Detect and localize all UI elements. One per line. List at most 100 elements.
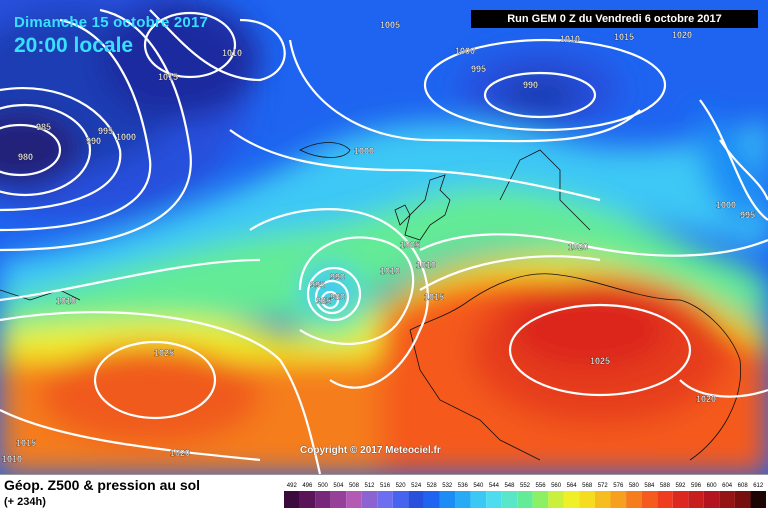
scale-tick-label: 568 [582,483,593,489]
isobar-label: 980 [330,292,345,302]
scale-swatch [641,491,658,508]
scale-swatch [439,491,456,508]
isobar-label: 1015 [158,72,178,82]
isobar-label: 1010 [2,454,22,464]
scale-tick-label: 544 [489,483,500,489]
isobar-label: 1020 [672,30,692,40]
map-title: Géop. Z500 & pression au sol [4,477,201,493]
coastlines [0,142,742,461]
forecast-date: Dimanche 15 octobre 2017 [14,14,209,31]
isobar-label: 1000 [116,132,136,142]
scale-swatch [579,491,595,508]
scale-swatch [750,491,766,508]
isobar-label: 1005 [400,240,420,250]
scale-tick-label: 552 [520,483,531,489]
scale-tick-label: 604 [722,483,733,489]
isobar-label: 985 [36,122,51,132]
scale-tick-label: 500 [318,483,329,489]
model-run-info: Run GEM 0 Z du Vendredi 6 octobre 2017 [471,10,758,28]
scale-swatch [455,491,471,508]
isobar-label: 1005 [380,20,400,30]
isobar-label: 1020 [568,242,588,252]
scale-tick-label: 592 [675,483,686,489]
scale-tick-label: 492 [287,483,298,489]
scale-tick-label: 508 [349,483,360,489]
scale-swatch [626,491,642,508]
scale-swatch [532,491,549,508]
isobar-label: 1010 [560,34,580,44]
isobar-label: 1025 [154,348,174,358]
scale-tick-label: 612 [753,483,764,489]
scale-swatch [734,491,751,508]
scale-tick-label: 496 [302,483,313,489]
scale-swatch [517,491,533,508]
scale-tick-label: 572 [598,483,609,489]
scale-tick-label: 536 [458,483,469,489]
scale-swatch [563,491,580,508]
isobar-label: 1020 [170,448,190,458]
isobar-label: 995 [740,210,755,220]
scale-tick-label: 576 [613,483,624,489]
isobar-label: 1025 [590,356,610,366]
isobar-label: 1010 [56,296,76,306]
isobar-label: 985 [316,296,331,306]
scale-tick-label: 560 [551,483,562,489]
scale-tick-label: 564 [567,483,578,489]
isobar-label: 990 [330,272,345,282]
scale-swatch [299,491,316,508]
scale-swatch [408,491,424,508]
copyright-notice: Copyright © 2017 Meteociel.fr [300,445,441,456]
scale-tick-label: 528 [427,483,438,489]
scale-swatch [688,491,704,508]
scale-swatch [719,491,735,508]
scale-tick-label: 600 [707,483,718,489]
scale-tick-label: 504 [333,483,344,489]
scale-swatch [594,491,611,508]
scale-tick-label: 512 [365,483,376,489]
scale-swatch [330,491,347,508]
scale-swatch [672,491,689,508]
scale-tick-label: 524 [411,483,422,489]
isobar-label: 1000 [455,46,475,56]
forecast-time: 20:00 locale [14,34,134,57]
isobar-label: 1015 [16,438,36,448]
scale-swatch [392,491,409,508]
scale-tick-label: 584 [644,483,655,489]
isobar-label: 1010 [380,266,400,276]
scale-swatch [346,491,362,508]
scale-swatch [470,491,487,508]
isobar-label: 990 [523,80,538,90]
scale-tick-label: 520 [396,483,407,489]
isobar-label: 1010 [222,48,242,58]
isobar-label: 980 [18,152,33,162]
scale-swatch [423,491,440,508]
isobar-label: 995 [98,126,113,136]
scale-tick-label: 516 [380,483,391,489]
isobar-label: 1015 [424,292,444,302]
scale-swatch [486,491,502,508]
scale-swatch [610,491,627,508]
scale-swatch [501,491,518,508]
scale-tick-label: 608 [738,483,749,489]
scale-swatch [657,491,673,508]
scale-tick-label: 556 [536,483,547,489]
scale-swatch [315,491,331,508]
isobar-label: 1020 [696,394,716,404]
scale-tick-label: 588 [660,483,671,489]
isobar-label: 1015 [614,32,634,42]
isobar-label: 990 [86,136,101,146]
color-scale-legend: 492 496 500 504 508 512 516 520 524 528 532 536 540 5… [284,483,766,508]
scale-tick-label: 596 [691,483,702,489]
isobar-label: 995 [471,64,486,74]
scale-tick-label: 540 [473,483,484,489]
scale-swatch [284,491,300,508]
scale-tick-label: 580 [629,483,640,489]
scale-swatch [703,491,720,508]
isobar-label: 1010 [416,260,436,270]
scale-tick-label: 548 [504,483,515,489]
isobar-label: 1000 [716,200,736,210]
isobars [0,8,768,474]
